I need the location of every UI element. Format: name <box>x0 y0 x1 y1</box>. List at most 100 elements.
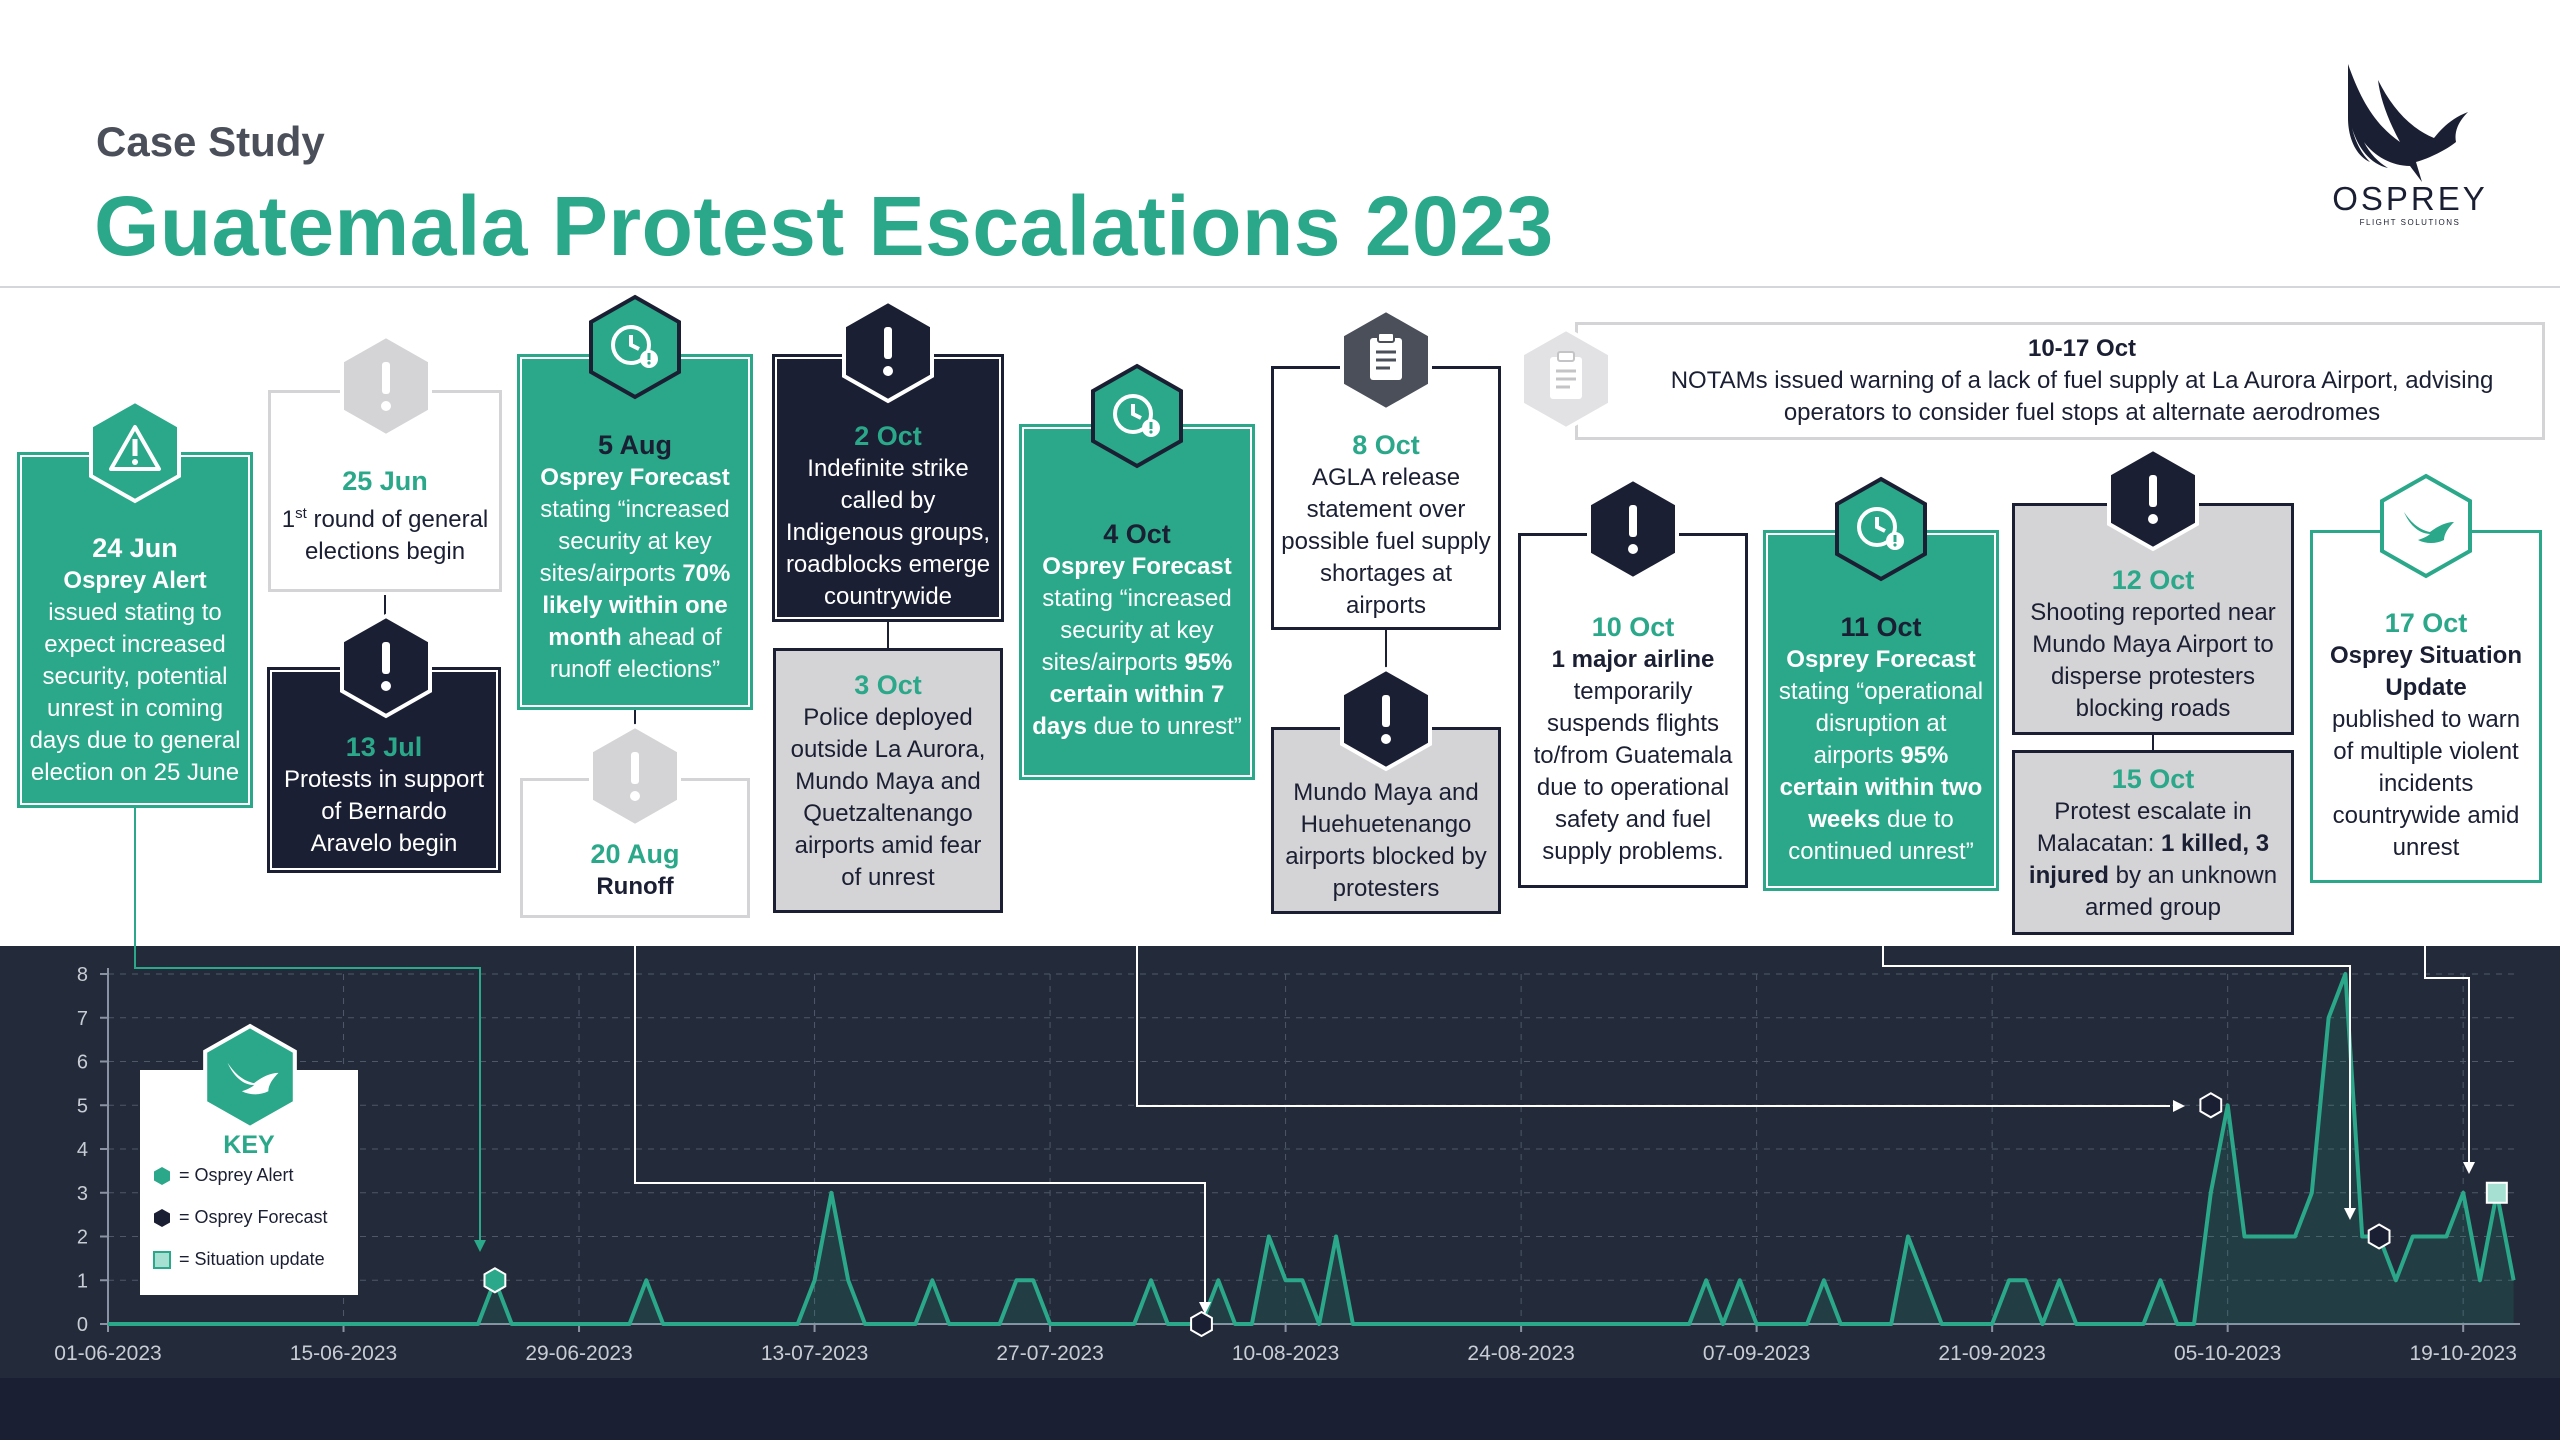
footer-band <box>0 1378 2560 1440</box>
event-4-oct: 4 Oct Osprey Forecast stating “increased… <box>1022 427 1252 777</box>
event-date: 15 Oct <box>2111 763 2195 794</box>
header-divider <box>0 286 2560 288</box>
x-tick-label: 07-09-2023 <box>1703 1342 1810 1365</box>
event-5-aug: 5 Aug Osprey Forecast stating “increased… <box>520 357 750 707</box>
x-tick-label: 13-07-2023 <box>761 1342 868 1365</box>
clipboard-icon <box>1520 326 1612 432</box>
update-marker-icon <box>153 1250 171 1269</box>
connector-oct11-chart <box>1882 946 2351 1214</box>
event-text: Police deployed outside La Aurora, Mundo… <box>790 703 986 891</box>
event-10-17-oct: 10-17 Oct NOTAMs issued warning of a lac… <box>1575 322 2545 440</box>
forecast-marker-icon <box>154 1208 170 1227</box>
connector-jun24-chart <box>134 946 481 1246</box>
connector-aug5-chart <box>634 946 1206 1308</box>
y-tick-label: 1 <box>77 1270 88 1292</box>
exclamation-icon <box>2107 446 2199 552</box>
event-text: Protests in support of Bernardo Aravelo … <box>283 766 485 857</box>
arrowhead <box>2463 1162 2475 1174</box>
x-tick-label: 21-09-2023 <box>1938 1342 2045 1365</box>
legend-osprey-icon <box>203 1023 297 1131</box>
event-text: AGLA release statement over possible fue… <box>1281 464 1491 619</box>
logo-wordmark: OSPREY <box>2332 180 2488 217</box>
event-24-jun: 24 Jun Osprey Alert issued stating to ex… <box>20 455 250 805</box>
event-text: Shooting reported near Mundo Maya Airpor… <box>2030 599 2276 722</box>
event-kind: Osprey Alert <box>63 567 207 594</box>
event-3-oct: 3 Oct Police deployed outside La Aurora,… <box>773 648 1003 913</box>
osprey-logo-icon <box>2348 64 2468 182</box>
event-date: 3 Oct <box>854 669 922 700</box>
x-tick-label: 24-08-2023 <box>1467 1342 1574 1365</box>
logo-tagline: FLIGHT SOLUTIONS <box>2359 218 2461 227</box>
event-kind: Osprey Forecast <box>1042 553 1232 580</box>
x-tick-label: 19-10-2023 <box>2409 1342 2516 1365</box>
x-tick-label: 15-06-2023 <box>290 1342 397 1365</box>
event-date: 25 Jun <box>342 466 428 496</box>
alert-marker <box>483 1267 507 1294</box>
page-title: Guatemala Protest Escalations 2023 <box>94 179 1554 273</box>
y-tick-label: 2 <box>77 1227 88 1249</box>
series-line <box>108 972 2516 1326</box>
exclamation-icon <box>340 613 432 719</box>
event-kind: Osprey Forecast <box>540 464 730 491</box>
event-date: 4 Oct <box>1103 519 1171 549</box>
x-tick-label: 27-07-2023 <box>996 1342 1103 1365</box>
event-text: Indefinite strike called by Indigenous g… <box>785 455 991 610</box>
alert-marker-icon <box>154 1166 170 1185</box>
y-tick-label: 7 <box>77 1008 88 1030</box>
event-date: 11 Oct <box>1840 611 1922 642</box>
event-15-oct: 15 Oct Protest escalate in Malacatan: 1 … <box>2012 750 2294 935</box>
exclamation-icon <box>1340 666 1432 772</box>
forecast-marker <box>2367 1223 2391 1250</box>
event-text: Mundo Maya and Huehuetenango airports bl… <box>1285 778 1487 902</box>
legend-item-update: = Situation update <box>153 1249 325 1270</box>
event-text: Runoff <box>596 873 674 900</box>
exclamation-icon <box>589 723 681 829</box>
arrowhead <box>2344 1208 2356 1220</box>
x-tick-label: 29-06-2023 <box>525 1342 632 1365</box>
exclamation-icon <box>1587 476 1679 582</box>
event-date: 10 Oct <box>1591 611 1675 642</box>
y-tick-label: 0 <box>77 1314 88 1336</box>
arrowhead <box>474 1240 486 1252</box>
event-text: issued stating to expect increased secur… <box>29 599 241 786</box>
forecast-marker <box>2199 1092 2223 1119</box>
event-date: 13 Jul <box>345 732 423 762</box>
y-tick-label: 3 <box>77 1183 88 1205</box>
event-kind: Osprey Forecast <box>1786 645 1976 673</box>
update-marker <box>2485 1181 2508 1204</box>
case-study-label: Case Study <box>96 118 325 165</box>
event-text: stating “increased security at key sites… <box>539 496 731 683</box>
exclamation-icon <box>340 333 432 439</box>
legend-title: KEY <box>223 1131 275 1159</box>
event-text: NOTAMs issued warning of a lack of fuel … <box>1670 367 2494 426</box>
event-text: 1st round of general elections begin <box>281 505 489 565</box>
x-tick-label: 10-08-2023 <box>1232 1342 1339 1365</box>
clock-forecast-icon <box>1091 363 1183 469</box>
event-kind: Osprey Situation Update <box>2329 641 2523 701</box>
forecast-marker <box>1190 1310 1213 1338</box>
incident-chart: 0 1 2 3 4 5 6 7 8 01-06-2023 15-06-2023 29-06-2023… <box>54 964 2520 1365</box>
connector-oct4-chart <box>1136 946 2170 1107</box>
x-tick-label: 01-06-2023 <box>54 1342 161 1365</box>
arrowhead <box>2173 1100 2185 1112</box>
clock-forecast-icon <box>1835 476 1927 582</box>
exclamation-icon <box>842 298 934 404</box>
event-text: published to warn of multiple violent in… <box>2331 705 2521 861</box>
y-tick-label: 5 <box>77 1095 88 1117</box>
y-tick-label: 4 <box>77 1139 88 1161</box>
x-tick-label: 05-10-2023 <box>2174 1342 2281 1365</box>
chart-background <box>0 946 2560 1378</box>
y-tick-label: 8 <box>77 964 88 986</box>
legend-box: KEY = Osprey Alert = Osprey Forecast = S… <box>140 1070 358 1295</box>
clock-forecast-icon <box>589 294 681 400</box>
event-text: stating “increased security at key sites… <box>1032 585 1242 740</box>
osprey-bird-icon <box>2380 473 2472 579</box>
event-date: 20 Aug <box>590 839 680 869</box>
event-date: 17 Oct <box>2384 607 2468 638</box>
legend-item-alert: = Osprey Alert <box>153 1165 294 1186</box>
event-text: Protest escalate in Malacatan: 1 killed,… <box>2028 797 2278 921</box>
warning-icon <box>89 398 181 504</box>
event-12-oct: 12 Oct Shooting reported near Mundo Maya… <box>2012 503 2294 735</box>
event-date: 24 Jun <box>92 533 178 563</box>
event-11-oct: 11 Oct Osprey Forecast stating “operatio… <box>1766 533 1996 888</box>
